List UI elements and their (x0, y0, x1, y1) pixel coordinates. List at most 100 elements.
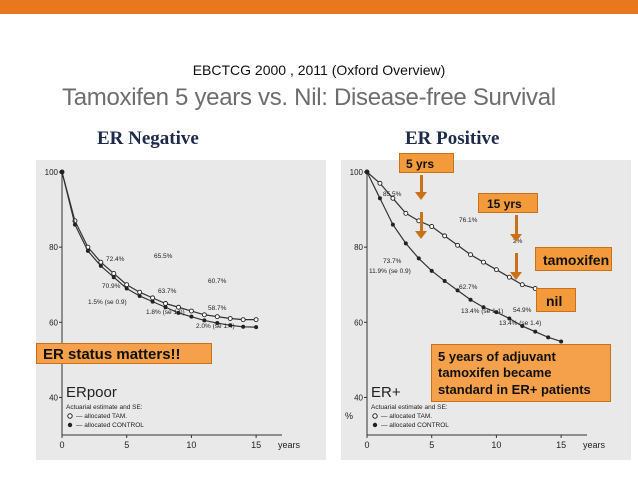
data-label: 2.0% (se 1.4) (196, 323, 235, 330)
data-point-control (202, 318, 207, 323)
arrow-15yrs-second-head (510, 272, 522, 280)
panel-label: ER+ (371, 384, 401, 401)
data-label: 72.4% (106, 256, 125, 263)
data-point-tam (377, 180, 383, 186)
y-tick-label: 40 (49, 393, 58, 402)
legend-marker-tam (67, 413, 73, 419)
accent-bar (0, 0, 638, 14)
data-label: 11.9% (se 0.9) (369, 268, 411, 275)
arrow-5yrs-shaft (420, 175, 423, 193)
data-point-control (559, 339, 564, 344)
data-point-control (481, 305, 486, 310)
legend-marker-tam (372, 413, 378, 419)
data-point-control (215, 321, 220, 326)
data-point-tam (390, 195, 396, 201)
y-tick-label: 100 (350, 168, 364, 177)
data-point-tam (403, 210, 409, 216)
data-point-control (150, 299, 155, 304)
data-label: 85.5% (383, 191, 402, 198)
data-point-control (124, 286, 129, 291)
data-point-tam (137, 289, 143, 295)
data-point-control (137, 293, 142, 298)
data-point-tam (150, 295, 156, 301)
data-point-control (468, 297, 473, 302)
y-tick-label: 80 (354, 243, 363, 252)
tag-tamoxifen: tamoxifen (535, 247, 612, 271)
tag-5-yrs: 5 yrs (399, 153, 454, 173)
data-label: 70.9% (102, 283, 121, 290)
data-point-tam (519, 282, 525, 288)
data-point-control (98, 263, 103, 268)
data-label: 62.7% (459, 284, 478, 291)
data-label: 60.7% (208, 278, 227, 285)
data-point-control (442, 278, 447, 283)
data-label: 73.7% (383, 258, 402, 265)
arrow-15yrs-head (510, 234, 522, 242)
data-point-tam (188, 308, 194, 314)
data-point-control (72, 222, 77, 227)
arrow-15yrs-second-shaft (515, 253, 518, 273)
data-point-control (546, 335, 551, 340)
er-positive-heading: ER Positive (405, 128, 500, 149)
x-tick-label: 15 (556, 440, 566, 450)
x-tick-label: 15 (251, 440, 261, 450)
data-point-tam (468, 252, 473, 258)
legend-heading: Actuarial estimate and SE: (66, 404, 143, 411)
data-point-tam (481, 259, 486, 265)
data-point-control (494, 310, 499, 315)
data-label: 13.4% (se 1.1) (461, 308, 503, 315)
data-point-control (455, 288, 460, 293)
er-negative-heading: ER Negative (97, 128, 199, 149)
y-tick-label: 80 (49, 243, 58, 252)
data-point-control (254, 325, 259, 330)
data-point-tam (240, 317, 246, 323)
legend-marker-control (372, 422, 378, 428)
x-tick-label: 0 (364, 440, 369, 450)
data-label: 76.1% (459, 217, 478, 224)
legend-entry-control: — allocated CONTROL (381, 422, 449, 429)
legend-entry-tam: — allocated TAM. (76, 413, 127, 420)
data-point-control (377, 196, 382, 201)
data-point-control (429, 268, 434, 273)
legend-heading: Actuarial estimate and SE: (371, 404, 448, 411)
er-negative-chart: 100 80 60 40 0 5 10 15 years 72.4% 70.9% 1.5% (se 0… (45, 168, 301, 450)
series-line-control (366, 171, 562, 343)
data-label: 54.9% (513, 307, 532, 314)
data-label: 65.5% (154, 253, 173, 260)
x-tick-label: 10 (491, 440, 501, 450)
panel-label: ERpoor (66, 384, 117, 401)
y-tick-label: 60 (49, 318, 58, 327)
y-tick-label: 40 (354, 393, 363, 402)
arrow-5yrs-second-head (415, 231, 427, 239)
data-point-control (533, 329, 538, 334)
data-point-control (163, 305, 168, 310)
x-tick-label: 0 (59, 440, 64, 450)
data-point-tam (176, 304, 181, 310)
data-point-control (403, 241, 408, 246)
tag-nil: nil (536, 288, 576, 312)
data-point-control (416, 256, 421, 261)
y-tick-label: 60 (354, 318, 363, 327)
legend-marker-control (67, 422, 73, 428)
series-line-tam (366, 171, 562, 297)
data-point-control (390, 222, 395, 227)
data-point-tam (493, 267, 499, 273)
arrow-5yrs-head (415, 192, 427, 200)
arrow-5yrs-second-shaft (420, 212, 423, 232)
er-negative-chart-panel: 100 80 60 40 0 5 10 15 years 72.4% 70.9% 1.5% (se 0… (36, 160, 326, 460)
data-point-tam (163, 301, 168, 306)
x-axis-label: years (278, 440, 301, 450)
data-label: 1.5% (se 0.9) (88, 299, 127, 306)
tamoxifen-standard-callout: 5 years of adjuvant tamoxifen became sta… (431, 344, 611, 402)
data-point-tam (429, 224, 435, 229)
arrow-15yrs-shaft (515, 215, 518, 235)
data-point-control (176, 310, 181, 315)
data-label: 63.7% (158, 288, 177, 295)
y-axis-symbol: % (345, 411, 353, 421)
data-point-tam (124, 282, 130, 288)
series-line-tam (61, 171, 257, 321)
tag-15-yrs: 15 yrs (478, 193, 538, 213)
data-point-tam (111, 270, 117, 276)
er-positive-chart: 100 80 60 40% 0 5 10 15 years 85.5% 73.7% 11.9% (se… (345, 168, 606, 450)
data-point-control (507, 316, 512, 321)
